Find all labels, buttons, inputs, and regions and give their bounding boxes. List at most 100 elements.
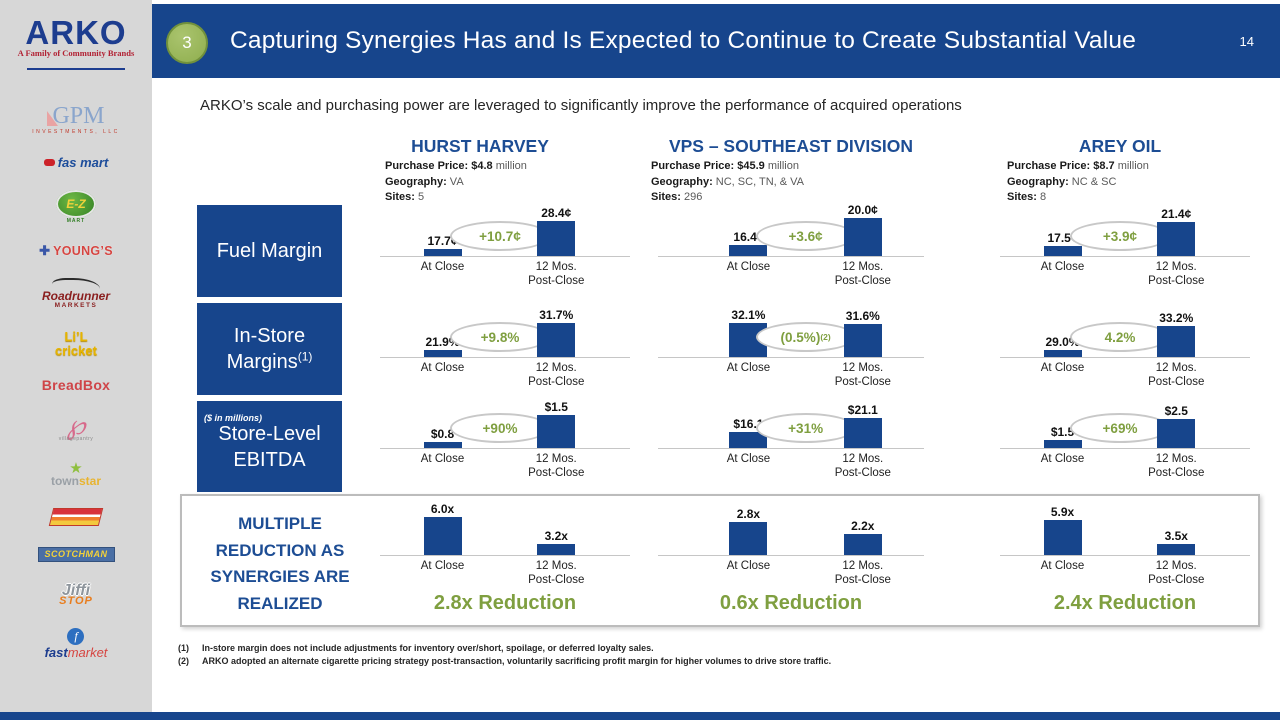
axis-label-post-close: 12 Mos. Post-Close — [1148, 453, 1205, 479]
bar-value-post-close: $2.5 — [1164, 404, 1188, 418]
plot-area: 32.1% (0.5%) (2) 31.6% — [658, 299, 924, 358]
roadrunner-swoosh-icon — [51, 278, 100, 289]
chart-fuel-margin-arey-oil: 17.5¢ +3.9¢ 21.4¢ At Close 12 Mos. Post-C… — [1000, 198, 1250, 287]
bar-value-post-close: 3.2x — [544, 529, 568, 543]
bar-at-close — [1043, 350, 1082, 357]
arko-logo-tagline: A Family of Community Brands — [17, 48, 135, 58]
bar-value-post-close: $21.1 — [847, 403, 878, 417]
chart-multiple-hurst-harvey: 6.0x 3.2x At Close 12 Mos. Post-Close 2.8… — [380, 497, 630, 614]
plot-area: 17.7¢ +10.7¢ 28.4¢ — [380, 198, 630, 257]
gpm-triangle-icon — [47, 111, 59, 127]
column-header-arey-oil: AREY OIL — [1078, 136, 1162, 156]
bar-post-close — [843, 534, 882, 555]
change-badge: +3.6¢ — [755, 221, 856, 251]
deal-details-arey-oil: Purchase Price: $8.7 million Geography: … — [1007, 160, 1149, 203]
plot-area: 16.4¢ +3.6¢ 20.0¢ — [658, 198, 924, 257]
change-badge: +69% — [1070, 413, 1170, 443]
bar-value-at-close: 5.9x — [1050, 505, 1075, 519]
bottom-accent-bar — [0, 712, 1280, 720]
column-header-hurst-harvey: HURST HARVEY — [411, 136, 549, 156]
axis-label-post-close: 12 Mos. Post-Close — [834, 362, 891, 388]
breadbox-logo: BreadBox — [41, 376, 111, 393]
step-number-badge: 3 — [166, 22, 208, 64]
bar-value-at-close: 32.1% — [731, 308, 766, 322]
axis-label-post-close: 12 Mos. Post-Close — [1148, 362, 1205, 388]
axis-label-at-close: At Close — [420, 560, 465, 572]
bar-value-at-close: 2.8x — [736, 507, 761, 521]
bar-post-close — [843, 324, 882, 357]
axis-label-post-close: 12 Mos. Post-Close — [1148, 560, 1205, 586]
slide-subtitle: ARKO’s scale and purchasing power are le… — [200, 97, 962, 114]
arko-logo: ARKO A Family of Community Brands — [0, 16, 152, 70]
bar-value-post-close: 28.4¢ — [541, 206, 572, 220]
axis-label-at-close: At Close — [420, 261, 465, 273]
plot-area: 17.5¢ +3.9¢ 21.4¢ — [1000, 198, 1250, 257]
jiffi-stop-logo: Jiffi STOP — [59, 581, 93, 608]
ez-mart-logo: E-Z MART — [56, 189, 96, 224]
axis-label-post-close: 12 Mos. Post-Close — [528, 362, 585, 388]
bar-post-close — [537, 221, 576, 256]
bar-at-close — [423, 249, 462, 256]
bar-post-close — [1157, 419, 1196, 448]
village-pantry-logo: ℘ villagepantry — [58, 409, 94, 442]
change-badge: +3.9¢ — [1070, 221, 1170, 251]
bar-value-at-close: $0.8 — [430, 427, 455, 441]
bar-at-close — [1043, 246, 1082, 256]
chart-ebitda-arey-oil: $1.5 +69% $2.5 At Close 12 Mos. Post-Clos… — [1000, 390, 1250, 479]
bar-at-close — [729, 432, 768, 448]
bar-at-close — [1043, 440, 1082, 448]
chart-multiple-vps: 2.8x 2.2x At Close 12 Mos. Post-Close 0.6… — [658, 497, 924, 614]
brand-sidebar: ARKO A Family of Community Brands GPM IN… — [0, 0, 152, 712]
gpm-logo: GPM INVESTMENTS, LLC — [32, 103, 120, 136]
next-door-store-logo — [48, 508, 104, 527]
axis-label-post-close: 12 Mos. Post-Close — [528, 560, 585, 586]
axis-label-at-close: At Close — [726, 362, 771, 374]
footnote-2: (2) ARKO adopted an alternate cigarette p… — [178, 656, 832, 666]
axis-label-at-close: At Close — [420, 453, 465, 465]
bar-value-post-close: 31.6% — [845, 309, 880, 323]
bar-at-close — [1043, 520, 1082, 555]
deal-details-hurst-harvey: Purchase Price: $4.8 million Geography: … — [385, 160, 527, 203]
town-star-logo: ★ town star — [50, 460, 101, 489]
chart-instore-margins-arey-oil: 29.0% 4.2% 33.2% At Close 12 Mos. Post-Cl… — [1000, 299, 1250, 388]
bar-at-close — [729, 245, 768, 256]
fastmarket-circle-icon: f — [67, 628, 85, 646]
bar-post-close — [537, 415, 576, 448]
bar-at-close — [423, 517, 462, 555]
bar-value-post-close: 20.0¢ — [847, 203, 878, 217]
reduction-callout: 0.6x Reduction — [719, 592, 863, 614]
page-number: 14 — [1239, 33, 1254, 49]
axis-label-at-close: At Close — [726, 560, 771, 572]
axis-label-at-close: At Close — [1040, 560, 1085, 572]
axis-label-post-close: 12 Mos. Post-Close — [834, 261, 891, 287]
in-store-margins-row-label: In-Store Margins(1) — [197, 303, 342, 395]
column-header-vps-southeast: VPS – SOUTHEAST DIVISION — [668, 136, 914, 156]
change-badge: +90% — [450, 413, 550, 443]
chart-ebitda-hurst-harvey: $0.8 +90% $1.5 At Close 12 Mos. Post-Clos… — [380, 390, 630, 479]
chart-fuel-margin-vps: 16.4¢ +3.6¢ 20.0¢ At Close 12 Mos. Post-C… — [658, 198, 924, 287]
chart-multiple-arey-oil: 5.9x 3.5x At Close 12 Mos. Post-Close 2.4… — [1000, 497, 1250, 614]
store-level-ebitda-row-label: ($ in millions) Store-Level EBITDA — [197, 401, 342, 492]
ez-oval-icon: E-Z — [56, 189, 96, 218]
bar-at-close — [423, 442, 462, 448]
plot-area: 29.0% 4.2% 33.2% — [1000, 299, 1250, 358]
bar-at-close — [423, 350, 462, 357]
bar-value-post-close: 21.4¢ — [1161, 207, 1192, 221]
bar-post-close — [537, 323, 576, 357]
fuel-margin-row-label: Fuel Margin — [197, 205, 342, 297]
lil-cricket-logo: Li’L cricket — [55, 329, 97, 358]
bar-value-post-close: $1.5 — [544, 400, 568, 414]
slide-title: Capturing Synergies Has and Is Expected … — [230, 27, 1137, 54]
axis-label-at-close: At Close — [1040, 453, 1085, 465]
deal-details-vps-southeast: Purchase Price: $45.9 million Geography:… — [651, 160, 805, 203]
axis-label-post-close: 12 Mos. Post-Close — [834, 560, 891, 586]
bar-value-post-close: 33.2% — [1159, 311, 1194, 325]
fas-mart-mark-icon — [43, 159, 55, 167]
town-star-star-icon: ★ — [69, 460, 83, 478]
plot-area: 21.9% +9.8% 31.7% — [380, 299, 630, 358]
roadrunner-markets-logo: Roadrunner MARKETS — [42, 278, 110, 309]
plot-area: 5.9x 3.5x — [1000, 497, 1250, 556]
change-badge: +31% — [755, 413, 856, 443]
axis-label-at-close: At Close — [1040, 261, 1085, 273]
fastmarket-logo: f fast market — [44, 628, 108, 661]
